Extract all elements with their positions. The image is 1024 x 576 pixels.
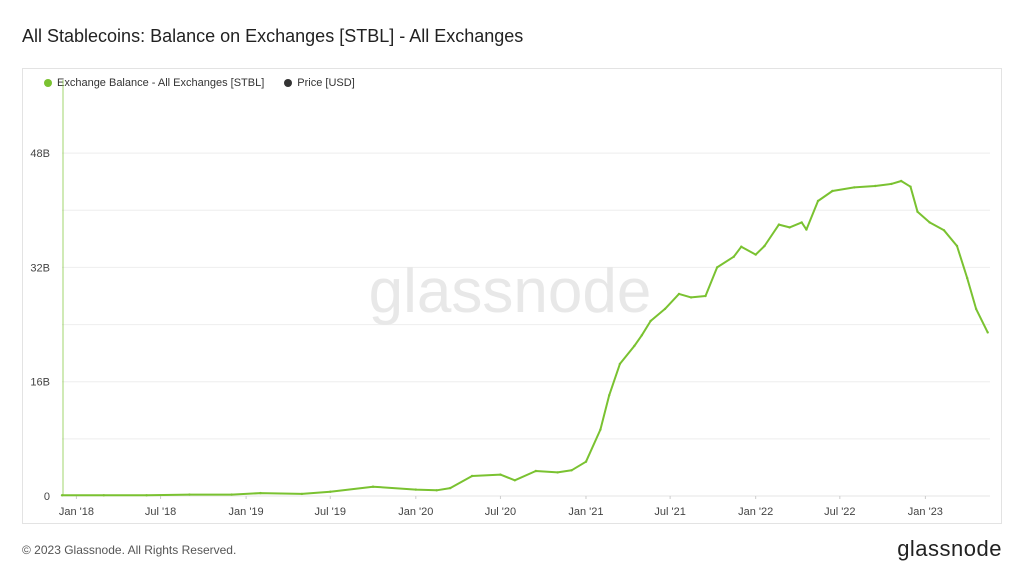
x-tick-label: Jan '21 [568, 506, 603, 518]
data-point [513, 479, 516, 482]
data-point [732, 255, 735, 258]
y-tick-label: 48B [30, 148, 50, 160]
data-point [788, 226, 791, 229]
y-axis: 0 16B 32B 48B [30, 148, 50, 503]
data-point [986, 331, 989, 334]
series-layer [60, 80, 989, 497]
x-tick-label: Jul '22 [824, 506, 855, 518]
data-point [259, 491, 262, 495]
data-point [890, 182, 893, 186]
data-point [608, 394, 611, 397]
data-point [816, 199, 820, 203]
page-title: All Stablecoins: Balance on Exchanges [S… [22, 26, 524, 46]
glassnode-logo[interactable]: glassnode [897, 536, 1002, 561]
data-point [805, 228, 808, 231]
legend-label-price: Price [USD] [297, 77, 355, 89]
legend-dot-exchange-balance [44, 79, 52, 87]
data-point [942, 229, 946, 232]
copyright-text: © 2023 Glassnode. All Rights Reserved. [22, 543, 237, 557]
data-point [754, 253, 757, 256]
x-tick-label: Jan '18 [59, 506, 94, 518]
data-point [449, 486, 452, 490]
data-point [371, 485, 375, 488]
data-point [763, 244, 766, 248]
data-point [663, 307, 667, 311]
data-point [556, 471, 559, 474]
data-point [570, 469, 573, 472]
data-point [800, 221, 803, 224]
data-point [909, 185, 912, 188]
data-point [928, 221, 931, 224]
x-tick-label: Jan '22 [738, 506, 773, 518]
data-point [777, 223, 781, 226]
x-tick-label: Jul '19 [315, 506, 346, 518]
data-point [499, 473, 502, 476]
x-tick-label: Jul '18 [145, 506, 176, 518]
legend-item-exchange-balance[interactable]: Exchange Balance - All Exchanges [STBL] [44, 77, 264, 89]
data-point [633, 344, 636, 348]
legend-dot-price [284, 79, 293, 87]
data-point [966, 276, 969, 280]
gridlines [62, 152, 990, 497]
data-point [584, 460, 588, 463]
data-point [414, 488, 417, 491]
data-point [60, 494, 64, 497]
data-point [677, 292, 681, 296]
data-point [640, 334, 643, 337]
data-point [831, 189, 834, 193]
data-point [715, 266, 719, 269]
data-point [102, 494, 106, 497]
x-tick-label: Jan '23 [908, 506, 943, 518]
data-point [649, 319, 652, 323]
data-point [470, 474, 474, 478]
watermark-text: glassnode [369, 257, 652, 326]
series-line-exchange-balance [62, 180, 989, 497]
data-point [704, 294, 707, 298]
y-tick-label: 16B [30, 377, 50, 389]
data-point [955, 244, 959, 248]
legend: Exchange Balance - All Exchanges [STBL] … [44, 77, 355, 89]
x-tick-label: Jul '21 [654, 506, 685, 518]
data-point [618, 362, 622, 366]
x-tick-label: Jan '19 [229, 506, 264, 518]
data-point [188, 493, 191, 496]
data-point [740, 245, 743, 248]
y-tick-label: 32B [30, 262, 50, 274]
x-tick-label: Jan '20 [398, 506, 433, 518]
data-point [689, 296, 693, 299]
data-point [329, 490, 332, 493]
data-point [230, 493, 233, 496]
data-point [974, 307, 978, 311]
y-tick-label: 0 [44, 491, 50, 503]
data-point [599, 428, 602, 431]
data-point [534, 469, 537, 473]
data-point [145, 494, 148, 497]
data-point [916, 210, 919, 213]
data-point [874, 184, 877, 188]
legend-item-price[interactable]: Price [USD] [284, 77, 355, 89]
x-axis: Jan '18 Jul '18 Jan '19 Jul '19 Jan '20 Jul '… [59, 496, 943, 518]
data-point [300, 492, 304, 496]
x-tick-label: Jul '20 [485, 506, 516, 518]
data-point [853, 186, 856, 189]
data-point [435, 489, 438, 492]
data-point [900, 179, 903, 183]
chart-frame [22, 68, 1002, 524]
legend-label-exchange-balance: Exchange Balance - All Exchanges [STBL] [57, 77, 265, 89]
